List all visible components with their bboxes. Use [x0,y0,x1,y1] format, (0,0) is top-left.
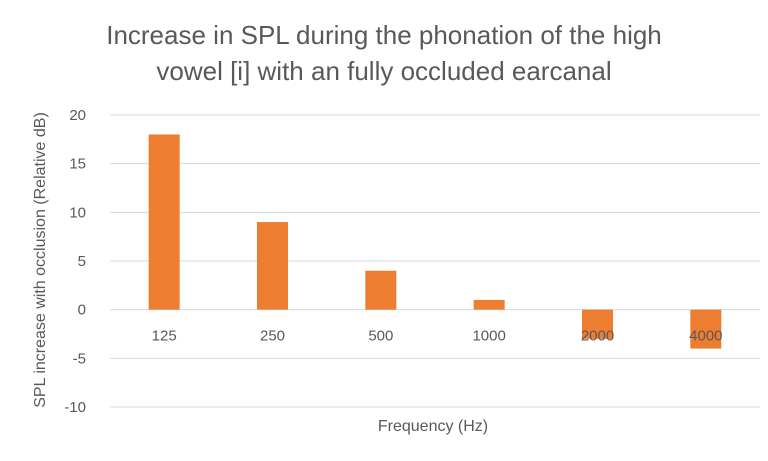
y-axis-title: SPL increase with occlusion (Relative dB… [32,112,49,408]
gridlines [110,114,760,408]
bar-250 [257,222,288,310]
bar-125 [148,134,180,310]
x-tick-label: 500 [368,328,393,345]
y-tick-label: 0 [78,302,86,319]
x-tick-label: 125 [152,328,177,345]
x-tick-label: 4000 [689,328,722,345]
x-tick-label: 1000 [472,328,505,345]
chart-title-line-1: Increase in SPL during the phonation of … [106,20,662,50]
bars [148,134,722,349]
x-tick-label: 2000 [581,328,614,345]
y-tick-label: 10 [69,204,86,221]
bar-1000 [473,299,505,310]
y-tick-label: 15 [69,156,86,173]
y-tick-label: -10 [64,399,86,416]
y-axis-ticks: -10 -5 0 5 10 15 20 [64,107,86,416]
x-tick-label: 250 [260,328,285,345]
y-tick-label: 5 [78,253,86,270]
x-axis-title: Frequency (Hz) [378,418,488,435]
bar-2000 [582,309,613,339]
chart-title-line-2: vowel [i] with an fully occluded earcana… [156,56,611,86]
x-axis-ticks: 125 250 500 1000 2000 4000 [152,328,723,345]
y-tick-label: 20 [69,107,86,124]
bar-500 [365,270,397,310]
y-tick-label: -5 [73,350,86,367]
bar-4000 [690,309,722,349]
